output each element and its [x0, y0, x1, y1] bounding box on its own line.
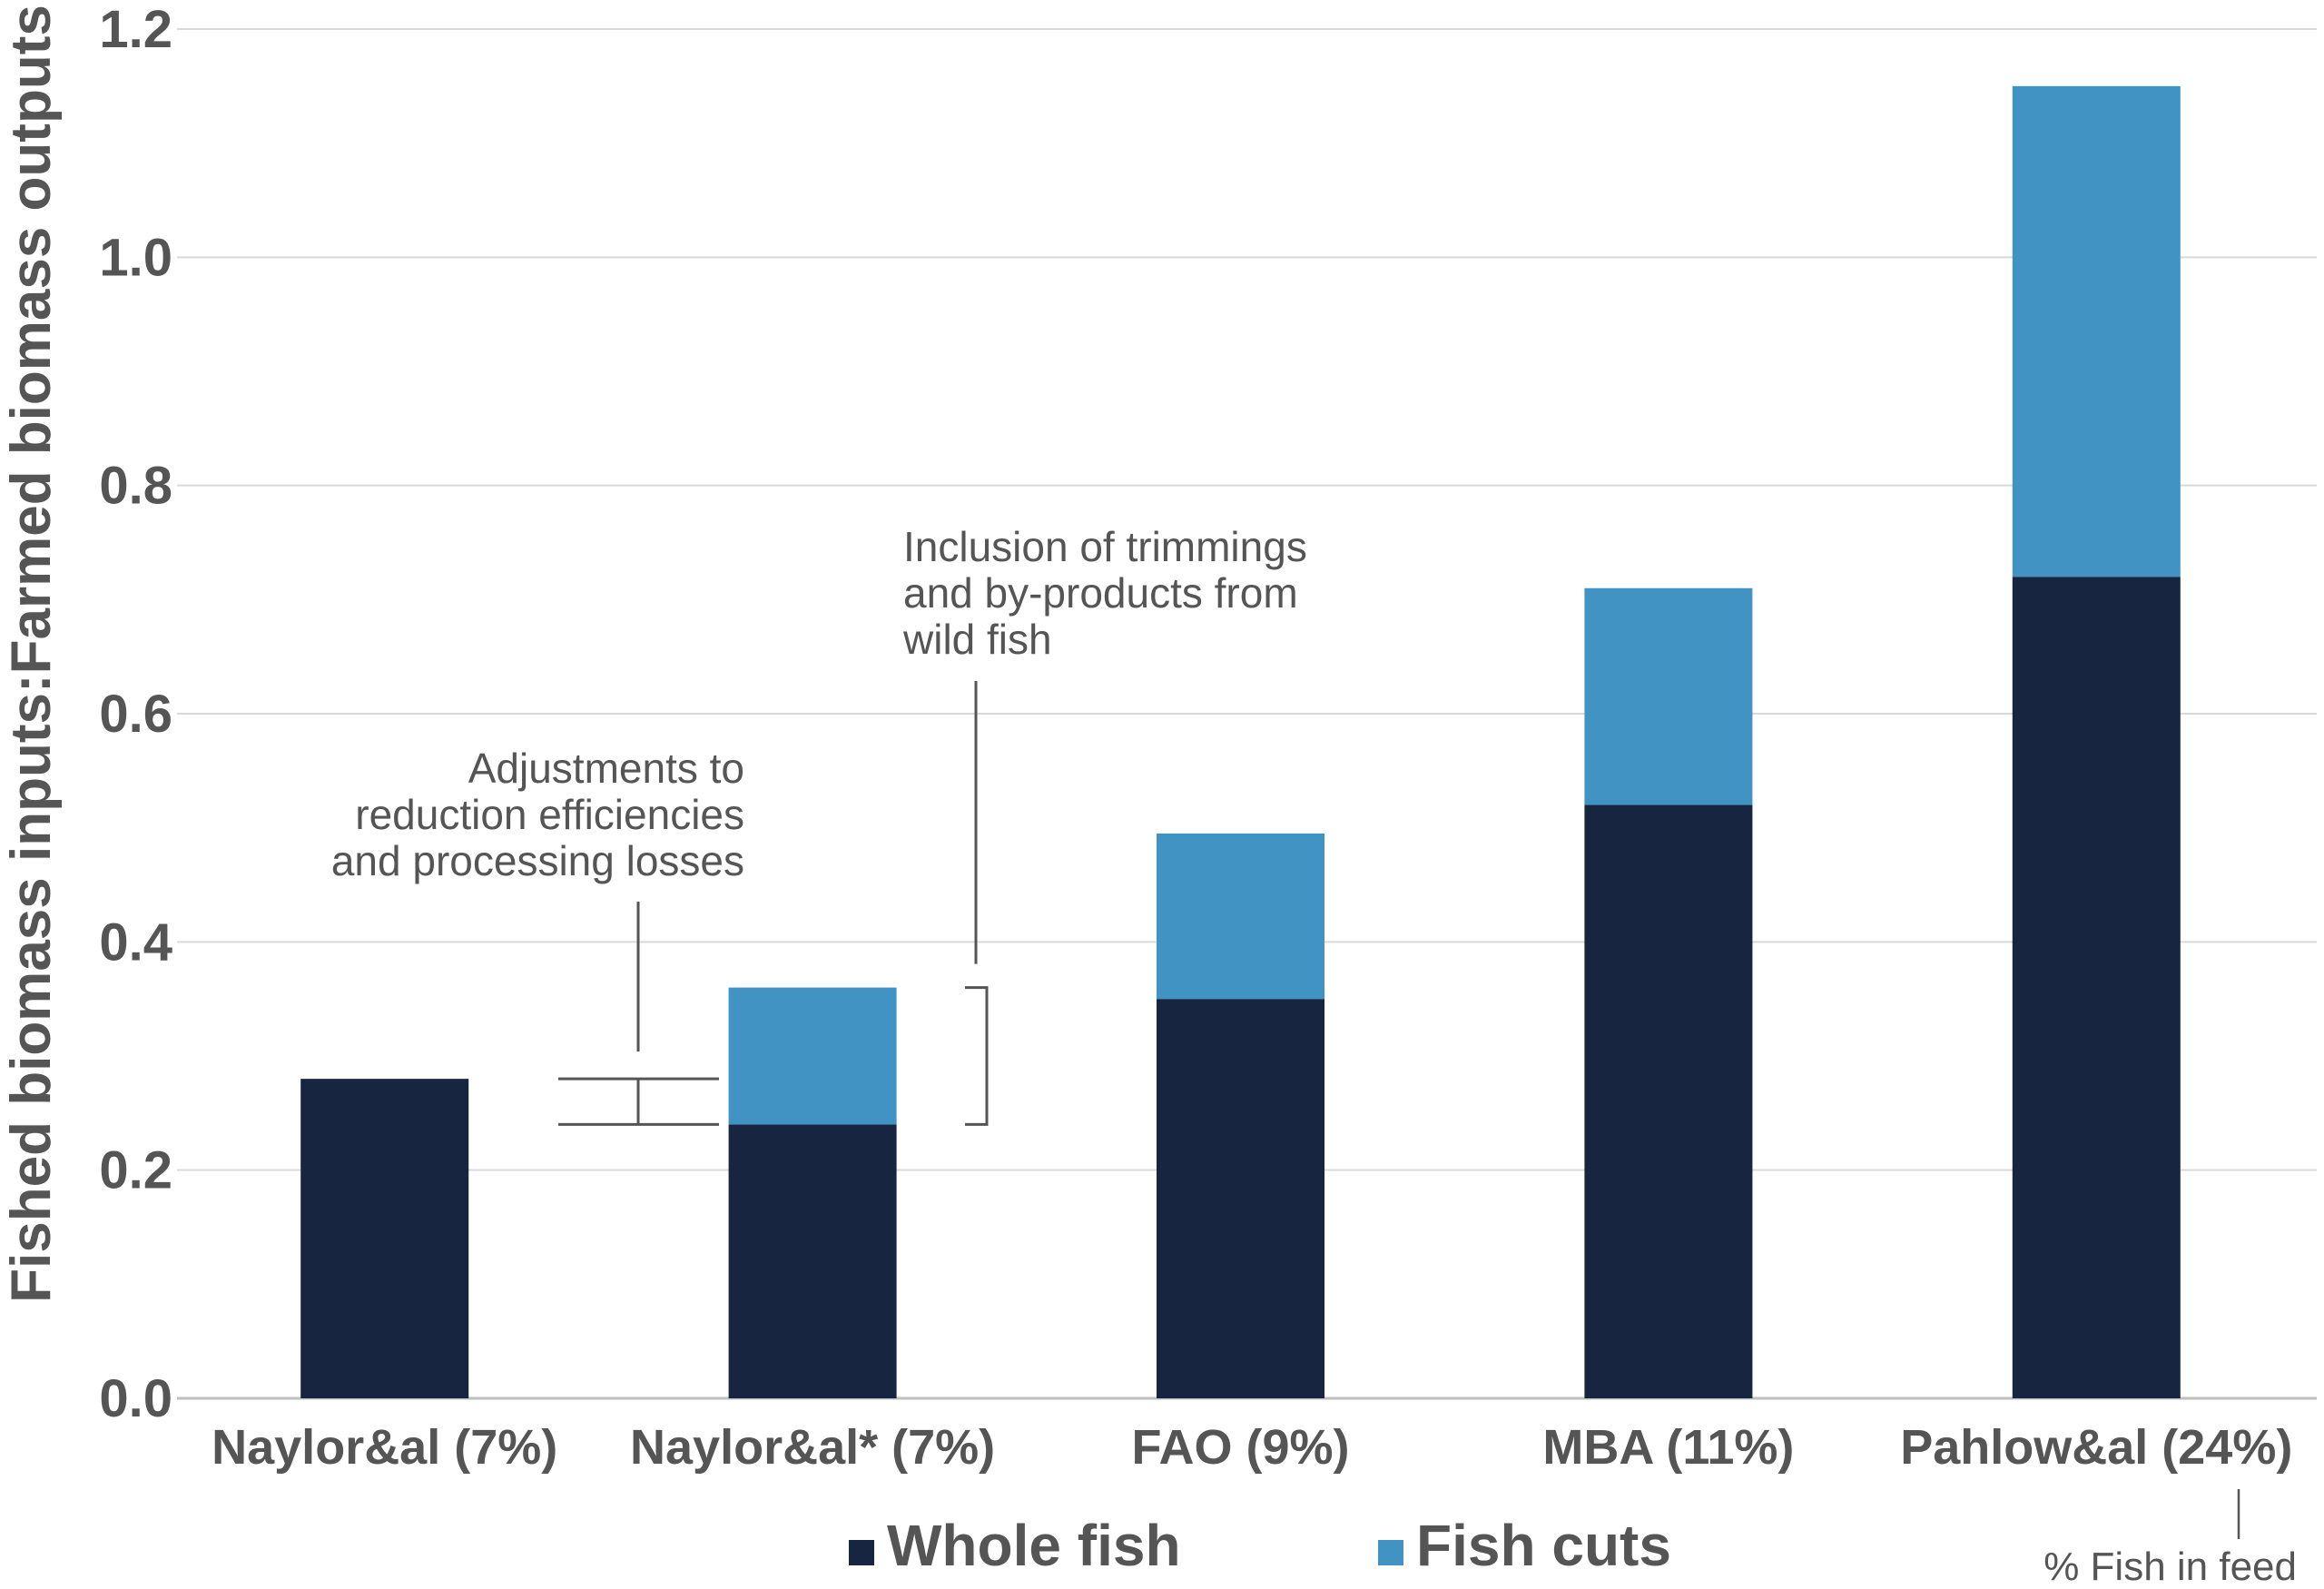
x-category-label: Naylor&al* (7%): [630, 1420, 995, 1475]
y-tick-label: 0.8: [99, 457, 172, 516]
y-tick-label: 0.2: [99, 1141, 172, 1200]
bar-whole-fish-4: [2012, 577, 2181, 1398]
y-axis-ticks: 0.0 0.2 0.4 0.6 0.8 1.0 1.2: [99, 0, 172, 1428]
x-category-label: MBA (11%): [1542, 1420, 1794, 1475]
adjustments-bracket: [558, 902, 719, 1126]
inclusion-bracket: [965, 681, 989, 1126]
bar-whole-fish-0: [300, 1079, 469, 1398]
x-axis-categories: Naylor&al (7%) Naylor&al* (7%) FAO (9%) MBA…: [212, 1420, 2292, 1475]
annotation-adjustments-line-2: reduction efficiencies: [355, 791, 744, 838]
bar-fish-cuts-3: [1584, 587, 1753, 805]
y-axis-label: Fished biomass inputs:Farmed biomass out…: [0, 5, 63, 1303]
bar-fish-cuts-2: [1157, 833, 1324, 1000]
legend-label-whole-fish: Whole fish: [887, 1513, 1181, 1578]
y-tick-label: 1.0: [99, 228, 172, 287]
annotation-inclusion-line-2: and by-products from: [903, 569, 1298, 617]
y-tick-label: 0.6: [99, 685, 172, 744]
gridlines: [177, 28, 2317, 1400]
bar-fish-cuts-1: [728, 987, 897, 1125]
bars: [300, 85, 2181, 1398]
bracket-shape: [965, 986, 989, 1126]
legend-swatch-fish-cuts: [1378, 1540, 1403, 1565]
legend: Whole fish Fish cuts: [849, 1513, 1671, 1578]
annotation-adjustments-line-1: Adjustments to: [468, 745, 744, 792]
bar-fish-cuts-4: [2012, 85, 2181, 577]
legend-swatch-whole-fish: [849, 1540, 874, 1565]
bar-whole-fish-3: [1584, 804, 1753, 1398]
y-tick-label: 0.4: [99, 913, 172, 972]
annotation-inclusion: Inclusion of trimmings and by-products f…: [902, 523, 1307, 1126]
footnote-fish-in-feed: % Fish in feed: [2043, 1489, 2297, 1589]
legend-label-fish-cuts: Fish cuts: [1416, 1513, 1671, 1578]
x-category-label: Pahlow&al (24%): [1900, 1420, 2292, 1475]
y-tick-label: 0.0: [99, 1369, 172, 1428]
y-tick-label: 1.2: [99, 0, 172, 59]
annotation-inclusion-line-3: wild fish: [902, 616, 1052, 663]
bar-whole-fish-1: [728, 1124, 897, 1398]
footnote-text: % Fish in feed: [2043, 1545, 2297, 1589]
annotation-adjustments-line-3: and processing losses: [331, 837, 744, 884]
annotation-adjustments: Adjustments to reduction efficiencies an…: [331, 745, 744, 1126]
annotation-inclusion-line-1: Inclusion of trimmings: [903, 523, 1307, 570]
x-category-label: FAO (9%): [1131, 1420, 1349, 1475]
bar-whole-fish-2: [1157, 999, 1324, 1398]
x-category-label: Naylor&al (7%): [212, 1420, 557, 1475]
